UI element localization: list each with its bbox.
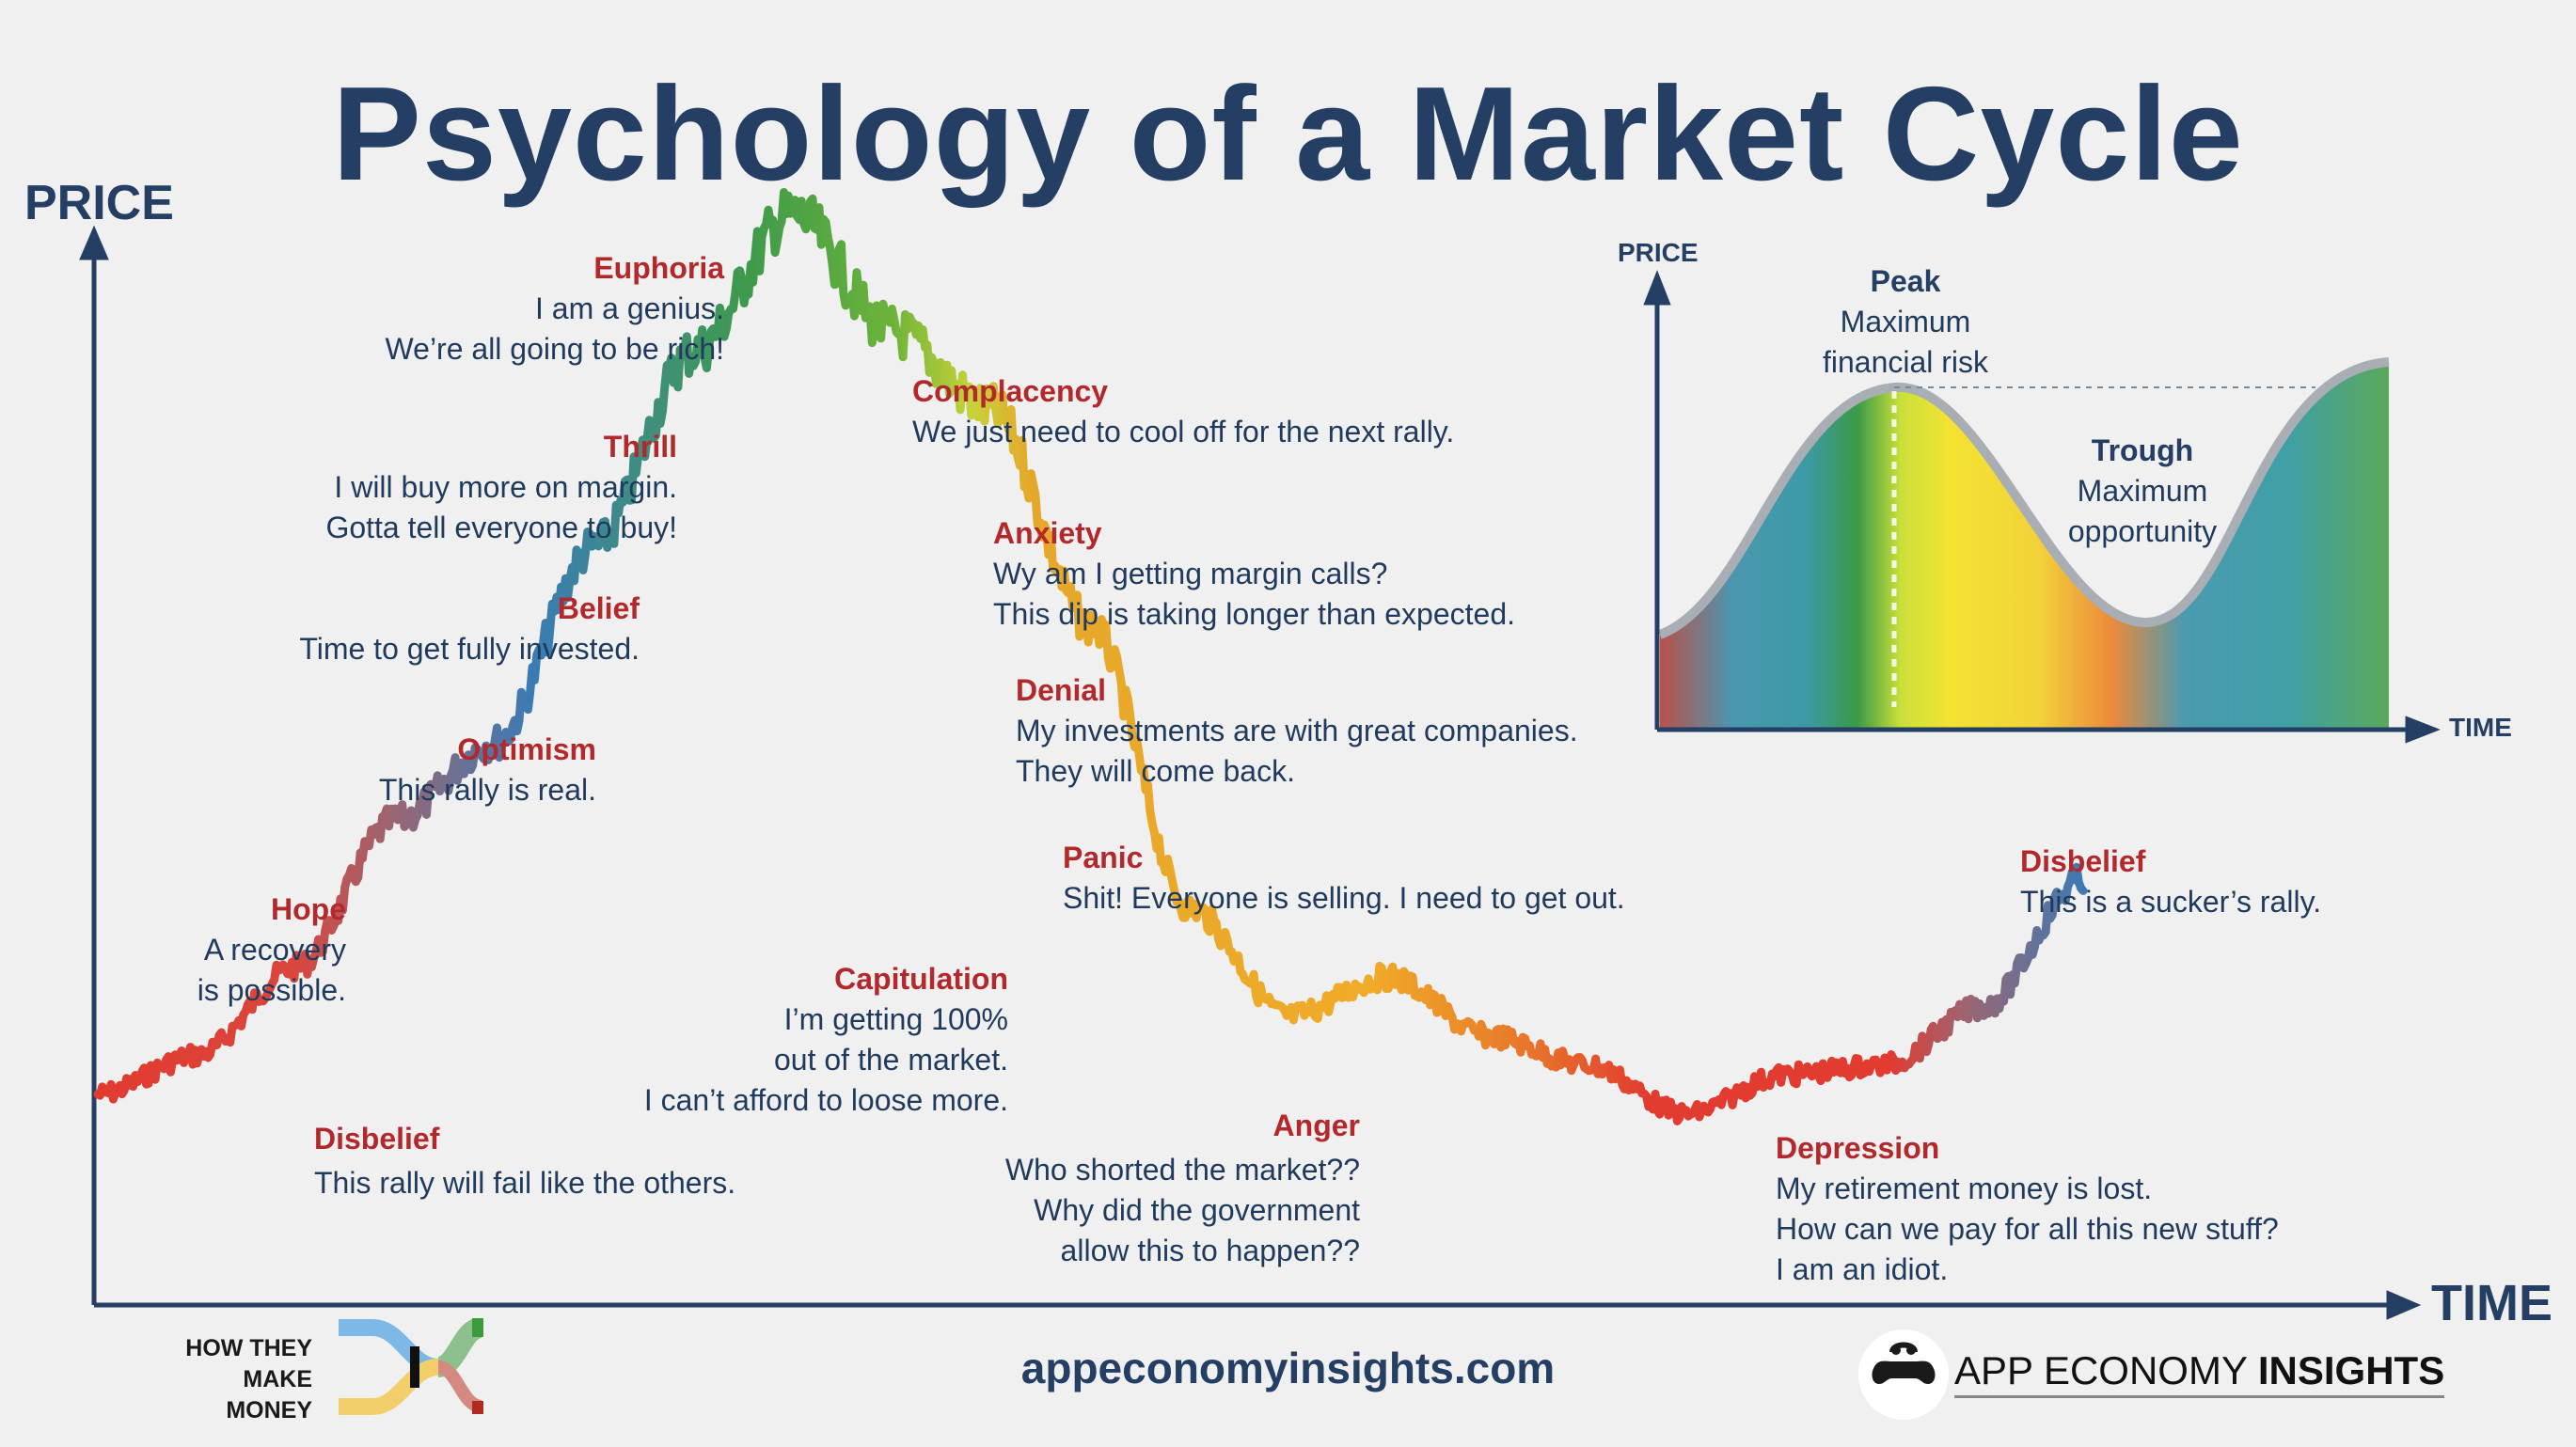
stage-text: Shit! Everyone is selling. I need to get… — [1063, 881, 1625, 915]
stage-text: I can’t afford to loose more. — [643, 1083, 1008, 1117]
stage-euphoria: Euphoria I am a genius. We’re all going … — [348, 248, 724, 370]
stage-capitulation: Capitulation I’m getting 100% out of the… — [536, 959, 1008, 1121]
wordmark-regular: APP ECONOMY — [1954, 1348, 2258, 1392]
stage-text: This rally is real. — [378, 773, 596, 807]
stage-text: Time to get fully invested. — [299, 632, 640, 666]
stage-text: I will buy more on margin. — [334, 470, 677, 504]
inset-peak-label: Peak Maximum financial risk — [1764, 261, 2047, 383]
stage-depression: Depression My retirement money is lost. … — [1776, 1128, 2279, 1290]
stage-text: Why did the government — [1034, 1193, 1360, 1227]
stage-text: I am a genius. — [535, 291, 724, 325]
logo-line: HOW THEY — [185, 1335, 312, 1361]
stage-optimism: Optimism This rally is real. — [301, 730, 596, 810]
stage-denial: Denial My investments are with great com… — [1016, 670, 1578, 792]
stage-heading: Complacency — [912, 374, 1109, 408]
stage-panic: Panic Shit! Everyone is selling. I need … — [1063, 838, 1625, 919]
stage-heading: Disbelief — [2020, 844, 2146, 878]
inset-area — [1660, 362, 2389, 729]
stage-text: My retirement money is lost. — [1776, 1172, 2153, 1205]
stage-text: Wy am I getting margin calls? — [993, 557, 1388, 590]
price-series-line — [93, 188, 2088, 1125]
stage-heading: Anxiety — [993, 516, 1102, 550]
stage-heading: Optimism — [457, 732, 596, 766]
stage-text: They will come back. — [1016, 754, 1295, 788]
logo-line: MAKE MONEY — [226, 1366, 312, 1423]
inset-curve — [1658, 357, 2390, 639]
stage-text: We’re all going to be rich! — [385, 332, 724, 366]
how-they-make-money-logo-text: HOW THEY MAKE MONEY — [162, 1333, 312, 1426]
stage-text: We just need to cool off for the next ra… — [912, 415, 1455, 448]
stage-disbelief-1: Disbelief This rally will fail like the … — [314, 1119, 735, 1203]
stage-text: My investments are with great companies. — [1016, 714, 1578, 747]
inset-peak-text: financial risk — [1822, 345, 1989, 379]
stage-heading: Hope — [271, 892, 346, 926]
stage-heading: Panic — [1063, 841, 1144, 874]
stage-heading: Belief — [557, 591, 640, 625]
stage-text: I am an idiot. — [1776, 1252, 1949, 1286]
stage-belief: Belief Time to get fully invested. — [245, 589, 640, 669]
wordmark-bold: INSIGHTS — [2257, 1348, 2445, 1392]
stage-text: How can we pay for all this new stuff? — [1776, 1212, 2279, 1246]
inset-trough-label: Trough Maximum opportunity — [2001, 431, 2284, 552]
gamepad-icon — [1872, 1342, 1936, 1384]
stage-text: Who shorted the market?? — [1004, 1153, 1360, 1187]
inset-x-axis-arrow — [2405, 716, 2441, 744]
stage-heading: Disbelief — [314, 1122, 440, 1156]
stage-text: This dip is taking longer than expected. — [993, 597, 1515, 631]
stage-heading: Denial — [1016, 673, 1107, 707]
inset-y-axis-arrow — [1643, 270, 1671, 306]
app-economy-insights-logo — [1858, 1329, 1949, 1420]
stage-heading: Euphoria — [593, 251, 724, 285]
main-axes — [79, 225, 2422, 1320]
stage-heading: Capitulation — [834, 962, 1008, 996]
footer-url: appeconomyinsights.com — [1020, 1344, 1556, 1392]
stage-text: is possible. — [197, 973, 346, 1007]
stage-text: out of the market. — [773, 1043, 1008, 1077]
page-title: Psychology of a Market Cycle — [332, 59, 2244, 209]
stage-hope: Hope A recovery is possible. — [141, 889, 346, 1011]
stage-text: This is a sucker’s rally. — [2020, 885, 2322, 919]
inset-x-axis-label: TIME — [2449, 713, 2512, 742]
stage-heading: Thrill — [603, 430, 677, 464]
how-they-make-money-logo-mark — [339, 1318, 484, 1415]
stage-text: Gotta tell everyone to buy! — [325, 511, 677, 544]
inset-axes — [1643, 270, 2441, 744]
stage-heading: Anger — [1272, 1109, 1360, 1142]
app-economy-insights-wordmark: APP ECONOMY INSIGHTS — [1954, 1348, 2445, 1398]
stage-text: This rally will fail like the others. — [314, 1166, 736, 1200]
inset-peak-text: Maximum — [1840, 305, 1971, 338]
stage-text: A recovery — [203, 933, 346, 967]
y-axis-arrow — [79, 225, 109, 260]
inset-trough-title: Trough — [2091, 433, 2194, 467]
stage-heading: Depression — [1776, 1131, 1940, 1165]
inset-trough-text: Maximum — [2077, 474, 2208, 508]
inset-peak-title: Peak — [1870, 264, 1941, 298]
stage-thrill: Thrill I will buy more on margin. Gotta … — [263, 427, 677, 548]
stage-text: allow this to happen?? — [1060, 1234, 1360, 1267]
inset-y-axis-label: PRICE — [1618, 238, 1699, 267]
inset-trough-text: opportunity — [2067, 514, 2218, 548]
stage-complacency: Complacency We just need to cool off for… — [912, 371, 1454, 452]
stage-anxiety: Anxiety Wy am I getting margin calls? Th… — [993, 513, 1515, 635]
stage-disbelief-2: Disbelief This is a sucker’s rally. — [2020, 841, 2321, 922]
stage-text: I’m getting 100% — [783, 1002, 1008, 1036]
stage-anger: Anger Who shorted the market?? Why did t… — [940, 1106, 1360, 1271]
y-axis-label: PRICE — [24, 176, 174, 230]
x-axis-label: TIME — [2431, 1275, 2552, 1331]
x-axis-arrow — [2386, 1290, 2422, 1320]
